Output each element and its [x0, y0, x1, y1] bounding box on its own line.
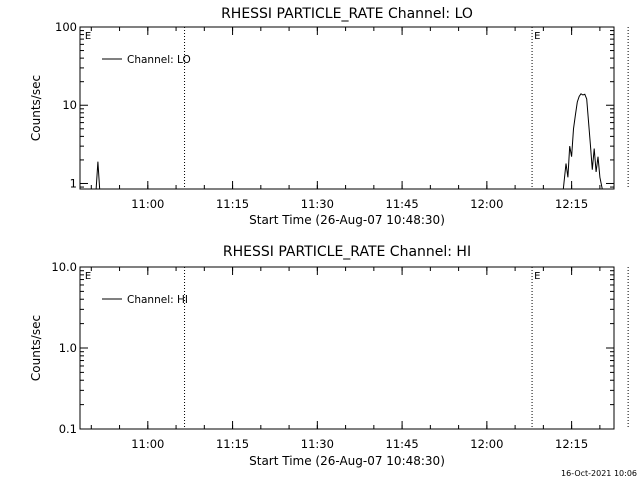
- x-tick-label: 12:15: [555, 437, 588, 451]
- y-axis-label: Counts/sec: [29, 75, 43, 141]
- y-tick-label: 1.0: [59, 341, 77, 355]
- event-marker-label: E: [85, 31, 91, 42]
- x-tick-label: 11:30: [301, 197, 334, 211]
- x-tick-label: 11:45: [386, 437, 419, 451]
- hi-channel-panel: RHESSI PARTICLE_RATE Channel: HI 11:00 11:…: [29, 244, 629, 468]
- x-tick-label: 12:00: [470, 437, 503, 451]
- x-tick-label: 12:00: [470, 197, 503, 211]
- lo-channel-panel: RHESSI PARTICLE_RATE Channel: LO 11:00 11:…: [29, 6, 629, 227]
- legend-entry: Channel: LO: [127, 54, 191, 66]
- event-marker-label: E: [534, 271, 540, 282]
- legend-entry: Channel: HI: [127, 294, 188, 306]
- y-axis-label: Counts/sec: [29, 315, 43, 381]
- x-tick-label: 11:00: [131, 197, 164, 211]
- x-tick-label: 11:45: [386, 197, 419, 211]
- x-tick-label: 11:15: [216, 197, 249, 211]
- x-tick-label: 12:15: [555, 197, 588, 211]
- y-tick-label: 1: [70, 176, 77, 190]
- chart-title: RHESSI PARTICLE_RATE Channel: HI: [223, 244, 471, 260]
- event-marker-label: E: [85, 271, 91, 282]
- x-axis-label: Start Time (26-Aug-07 10:48:30): [249, 454, 445, 468]
- footer-timestamp: 16-Oct-2021 10:06: [561, 469, 637, 478]
- x-tick-label: 11:30: [301, 437, 334, 451]
- y-tick-label: 100: [55, 20, 77, 34]
- event-marker-label: E: [534, 31, 540, 42]
- y-tick-label: 10.0: [51, 260, 77, 274]
- x-tick-label: 11:00: [131, 437, 164, 451]
- chart-title: RHESSI PARTICLE_RATE Channel: LO: [221, 6, 473, 22]
- y-tick-label: 10: [62, 98, 77, 112]
- x-tick-label: 11:15: [216, 437, 249, 451]
- plot-frame: [79, 26, 615, 190]
- plot-frame: [79, 266, 615, 430]
- x-axis-label: Start Time (26-Aug-07 10:48:30): [249, 213, 445, 227]
- series-line: [95, 93, 603, 189]
- y-tick-label: 0.1: [59, 422, 77, 436]
